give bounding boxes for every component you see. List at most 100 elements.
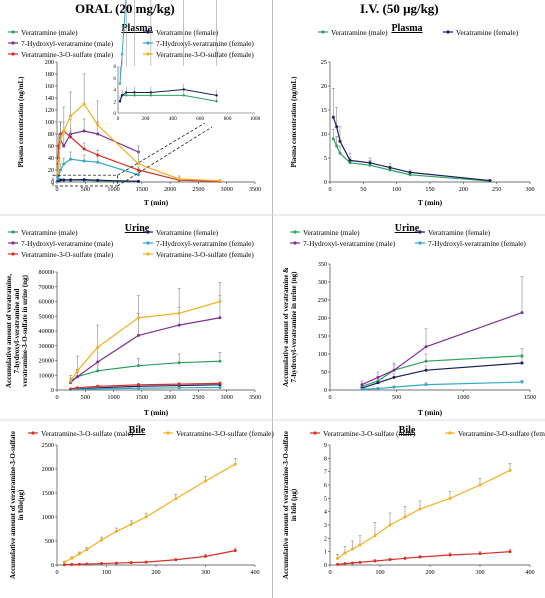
series-line [70,300,221,382]
data-point [478,483,482,487]
y-tick-label: 5 [324,155,327,162]
x-tick-label: 50 [360,186,366,193]
data-point [336,562,339,566]
oral-plasma-x-axis-label: T (min) [144,198,169,207]
data-point [392,368,396,372]
oral-urine-x-axis-label: T (min) [144,408,169,417]
data-point [360,383,364,387]
data-point [174,497,178,501]
legend-marker [11,30,15,34]
data-point [351,561,354,565]
series-sulfate_female [336,463,512,560]
data-point [343,562,347,566]
legend-label: Veratramine-3-O-sulfate (male) [21,250,114,259]
data-point [136,383,140,387]
series-veratramine_male [69,352,222,383]
data-point [177,323,181,327]
y-tick-label: 50 [321,369,327,376]
data-point [69,387,73,391]
series-hydroxy_male [360,276,524,387]
data-point [114,561,118,565]
x-tick-label: 2500 [192,394,204,401]
data-point [508,550,512,554]
legend-label: Veratramine (female) [156,228,219,237]
zoom-region-box [52,174,118,187]
data-point [144,560,148,564]
inset-data-point [125,94,128,97]
legend-label: Veratramine-3-O-sulfate (female) [176,429,274,438]
data-point [360,387,364,391]
data-point [82,102,86,106]
series-line [64,463,236,563]
inset-data-point [120,53,124,56]
data-point [403,515,407,519]
legend-marker [146,52,150,56]
data-point [520,311,524,315]
iv-urine-chart: Urine Veratramine (male) Veratramine (fema… [282,223,536,417]
data-point [62,563,66,567]
data-point [58,138,62,142]
data-point [488,179,492,183]
data-point [335,125,339,129]
legend-label: Veratramine (male) [331,28,388,37]
data-point [114,529,118,533]
y-tick-label: 40 [48,155,54,162]
data-point [136,316,140,320]
legend-marker [146,41,150,45]
y-tick-label: 15 [321,107,327,114]
y-tick-label: 4 [324,509,327,516]
series-line [57,103,220,182]
zoom-connector [117,126,213,187]
legend-label: Veratramine (female) [156,28,219,37]
data-point [96,345,100,349]
x-tick-label: 250 [492,186,501,193]
x-tick-label: 500 [392,394,401,401]
y-tick-label: 100 [318,351,327,358]
data-point [233,549,237,553]
series-hydroxy_male [56,118,140,178]
series-veratramine_female [331,88,492,183]
x-tick-label: 200 [151,569,160,576]
data-point [331,137,335,141]
data-point [388,558,392,562]
oral-bile-title: Bile [129,425,146,436]
inset-data-point [118,100,122,103]
oral-plasma-y-axis-label: Plasma concentration (ng/mL) [17,76,25,168]
inset-y-tick-label: 4 [113,88,116,94]
data-point [129,561,133,565]
iv-bile-y-axis-label: Accumulative amount of veratramine-3-O-s… [282,431,298,579]
data-point [424,345,428,349]
x-tick-label: 300 [475,569,484,576]
column-divider [272,0,273,598]
data-point [508,468,512,472]
inset-x-tick-label: 400 [169,116,177,122]
x-tick-label: 1000 [107,186,119,193]
y-tick-label: 1000 [42,514,54,521]
data-point [388,168,392,172]
inset-x-tick-label: 0 [117,116,120,122]
data-point [343,551,347,555]
inset-y-tick-label: 6 [113,76,116,82]
data-point [136,386,140,390]
legend-label: Veratramine-3-O-sulfate (male) [21,50,114,59]
data-point [376,381,380,385]
inset-data-point [133,91,136,94]
data-point [70,556,74,560]
data-point [392,375,396,379]
data-point [392,385,396,389]
y-tick-label: 200 [318,315,327,322]
legend-label: 7-Hydroxyl-veratramine (male) [21,39,114,48]
y-tick-label: 0 [51,562,54,569]
y-tick-label: 20000 [39,358,54,365]
data-point [77,562,81,566]
data-point [69,379,73,383]
y-tick-label: 20 [321,83,327,90]
series-veratramine_female [360,357,524,390]
series-line [361,312,523,386]
data-point [69,178,73,182]
series-hydroxy_female [360,379,524,391]
legend-marker [146,230,150,234]
